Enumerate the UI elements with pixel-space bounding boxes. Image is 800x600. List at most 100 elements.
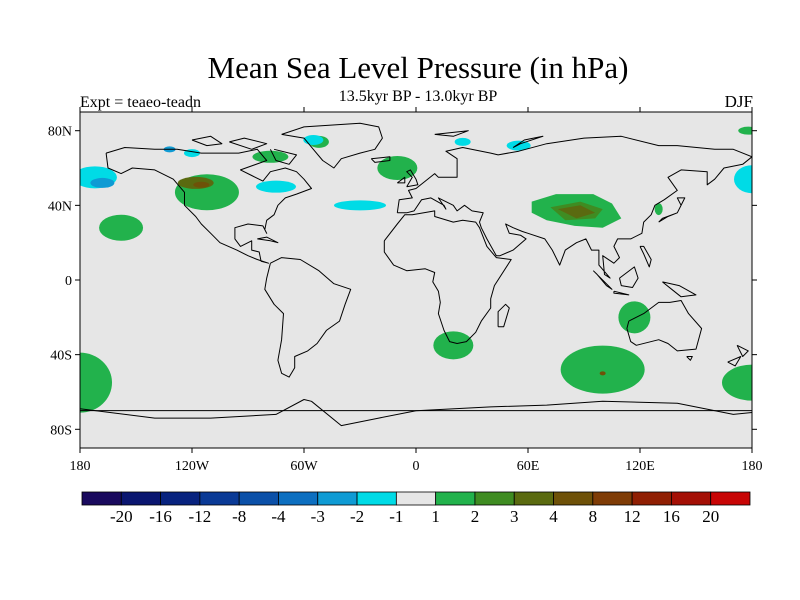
colorbar-label: -12 [189,507,212,526]
colorbar-swatch [160,491,201,506]
ocean-land-fill [80,112,752,448]
coastline [626,300,703,352]
coastline [370,156,391,163]
coastline [406,169,419,188]
coastline [639,245,652,268]
anomaly-region [599,371,606,376]
colorbar-label: -1 [389,507,403,526]
anomaly-region [334,200,386,211]
anomaly-region [506,140,531,151]
coastline [434,130,469,137]
colorbar-swatch [710,491,751,506]
lon-tick-label: 60E [517,459,540,474]
coastline [619,266,639,288]
colorbar-label: -4 [271,507,286,526]
anomaly-region [433,331,474,360]
anomaly-region [722,364,752,401]
colorbar-swatch [474,491,515,506]
coastline [613,290,630,296]
coastline [658,197,686,223]
coastline [397,176,406,184]
lon-tick-label: 120E [625,459,655,474]
colorbar-label: 20 [702,507,719,526]
colorbar-swatch [592,491,633,506]
coastline [257,236,279,244]
colorbar-label: 12 [624,507,641,526]
colorbar-swatch [395,491,437,506]
anomaly-region [557,205,596,219]
anomaly-region [99,214,144,241]
colorbar-swatch [238,491,279,506]
colorbar-label: 4 [549,507,558,526]
colorbar-swatch [317,491,358,506]
experiment-label: Expt = teaeo-teadn [80,94,201,111]
longitude-axis: 180 120W 60W 0 60E 120E 180 [70,107,763,474]
lon-tick-label: 60W [290,459,318,474]
colorbar-label: -3 [311,507,325,526]
anomaly-region [252,150,289,163]
colorbar-label: 1 [431,507,440,526]
coastline [662,281,697,298]
anomaly-region [256,180,296,193]
coastline [191,135,223,147]
lon-tick-label: 180 [70,459,91,474]
colorbar-label: -2 [350,507,364,526]
anomaly-region [193,181,210,188]
lat-tick-label: 40S [50,349,72,364]
colorbar-swatch [553,491,594,506]
colorbar-swatch [278,491,319,506]
colorbar-label: 2 [471,507,480,526]
coastline [512,135,544,148]
colorbar: -20 -16 -12 -8 -4 -3 -2 -1 1 2 3 4 8 12 16 20 [81,491,751,526]
positive-anomaly-regions [80,126,752,413]
map-background [80,112,752,448]
coastline [396,135,752,279]
coastline [686,356,693,361]
colorbar-label: 8 [589,507,598,526]
plot-title: Mean Sea Level Pressure (in hPa) [207,50,629,85]
lat-tick-label: 0 [65,274,72,289]
anomaly-region [377,156,418,180]
lat-tick-label: 80S [50,423,72,438]
coastline [269,148,297,165]
colorbar-label: -16 [149,507,172,526]
negative-anomaly-regions [80,135,752,211]
anomaly-region [90,177,115,188]
plot-subtitle: 13.5kyr BP - 13.0kyr BP [338,88,498,105]
coastline [592,270,613,290]
coastline [736,344,749,357]
lon-tick-label: 0 [413,459,420,474]
colorbar-label: 16 [663,507,680,526]
colorbar-swatch [671,491,712,506]
coastline [264,257,352,378]
lat-tick-label: 40N [48,199,72,214]
coastline [80,399,752,427]
anomaly-region [654,203,663,216]
lon-tick-label: 120W [175,459,210,474]
colorbar-label: -20 [110,507,133,526]
colorbar-swatch [356,491,397,506]
coastline [727,356,742,367]
colorbar-swatch [120,491,161,506]
colorbar-swatch [81,491,122,506]
anomaly-region [734,165,752,194]
coastline [281,122,383,169]
coastline [383,210,512,344]
anomaly-region [454,137,471,146]
anomaly-region [738,126,752,135]
colorbar-swatch [513,491,554,506]
coastline [105,147,312,264]
colorbar-label: -8 [232,507,246,526]
colorbar-label: 3 [510,507,519,526]
anomaly-region [80,352,112,413]
coastline [229,137,268,150]
season-label: DJF [724,92,753,111]
colorbar-swatch [631,491,672,506]
lat-tick-label: 80N [48,125,72,140]
colorbar-swatch [199,491,240,506]
colorbar-swatch [435,491,476,506]
anomaly-region [618,301,651,334]
coastlines [80,122,752,427]
anomaly-region [303,135,324,145]
